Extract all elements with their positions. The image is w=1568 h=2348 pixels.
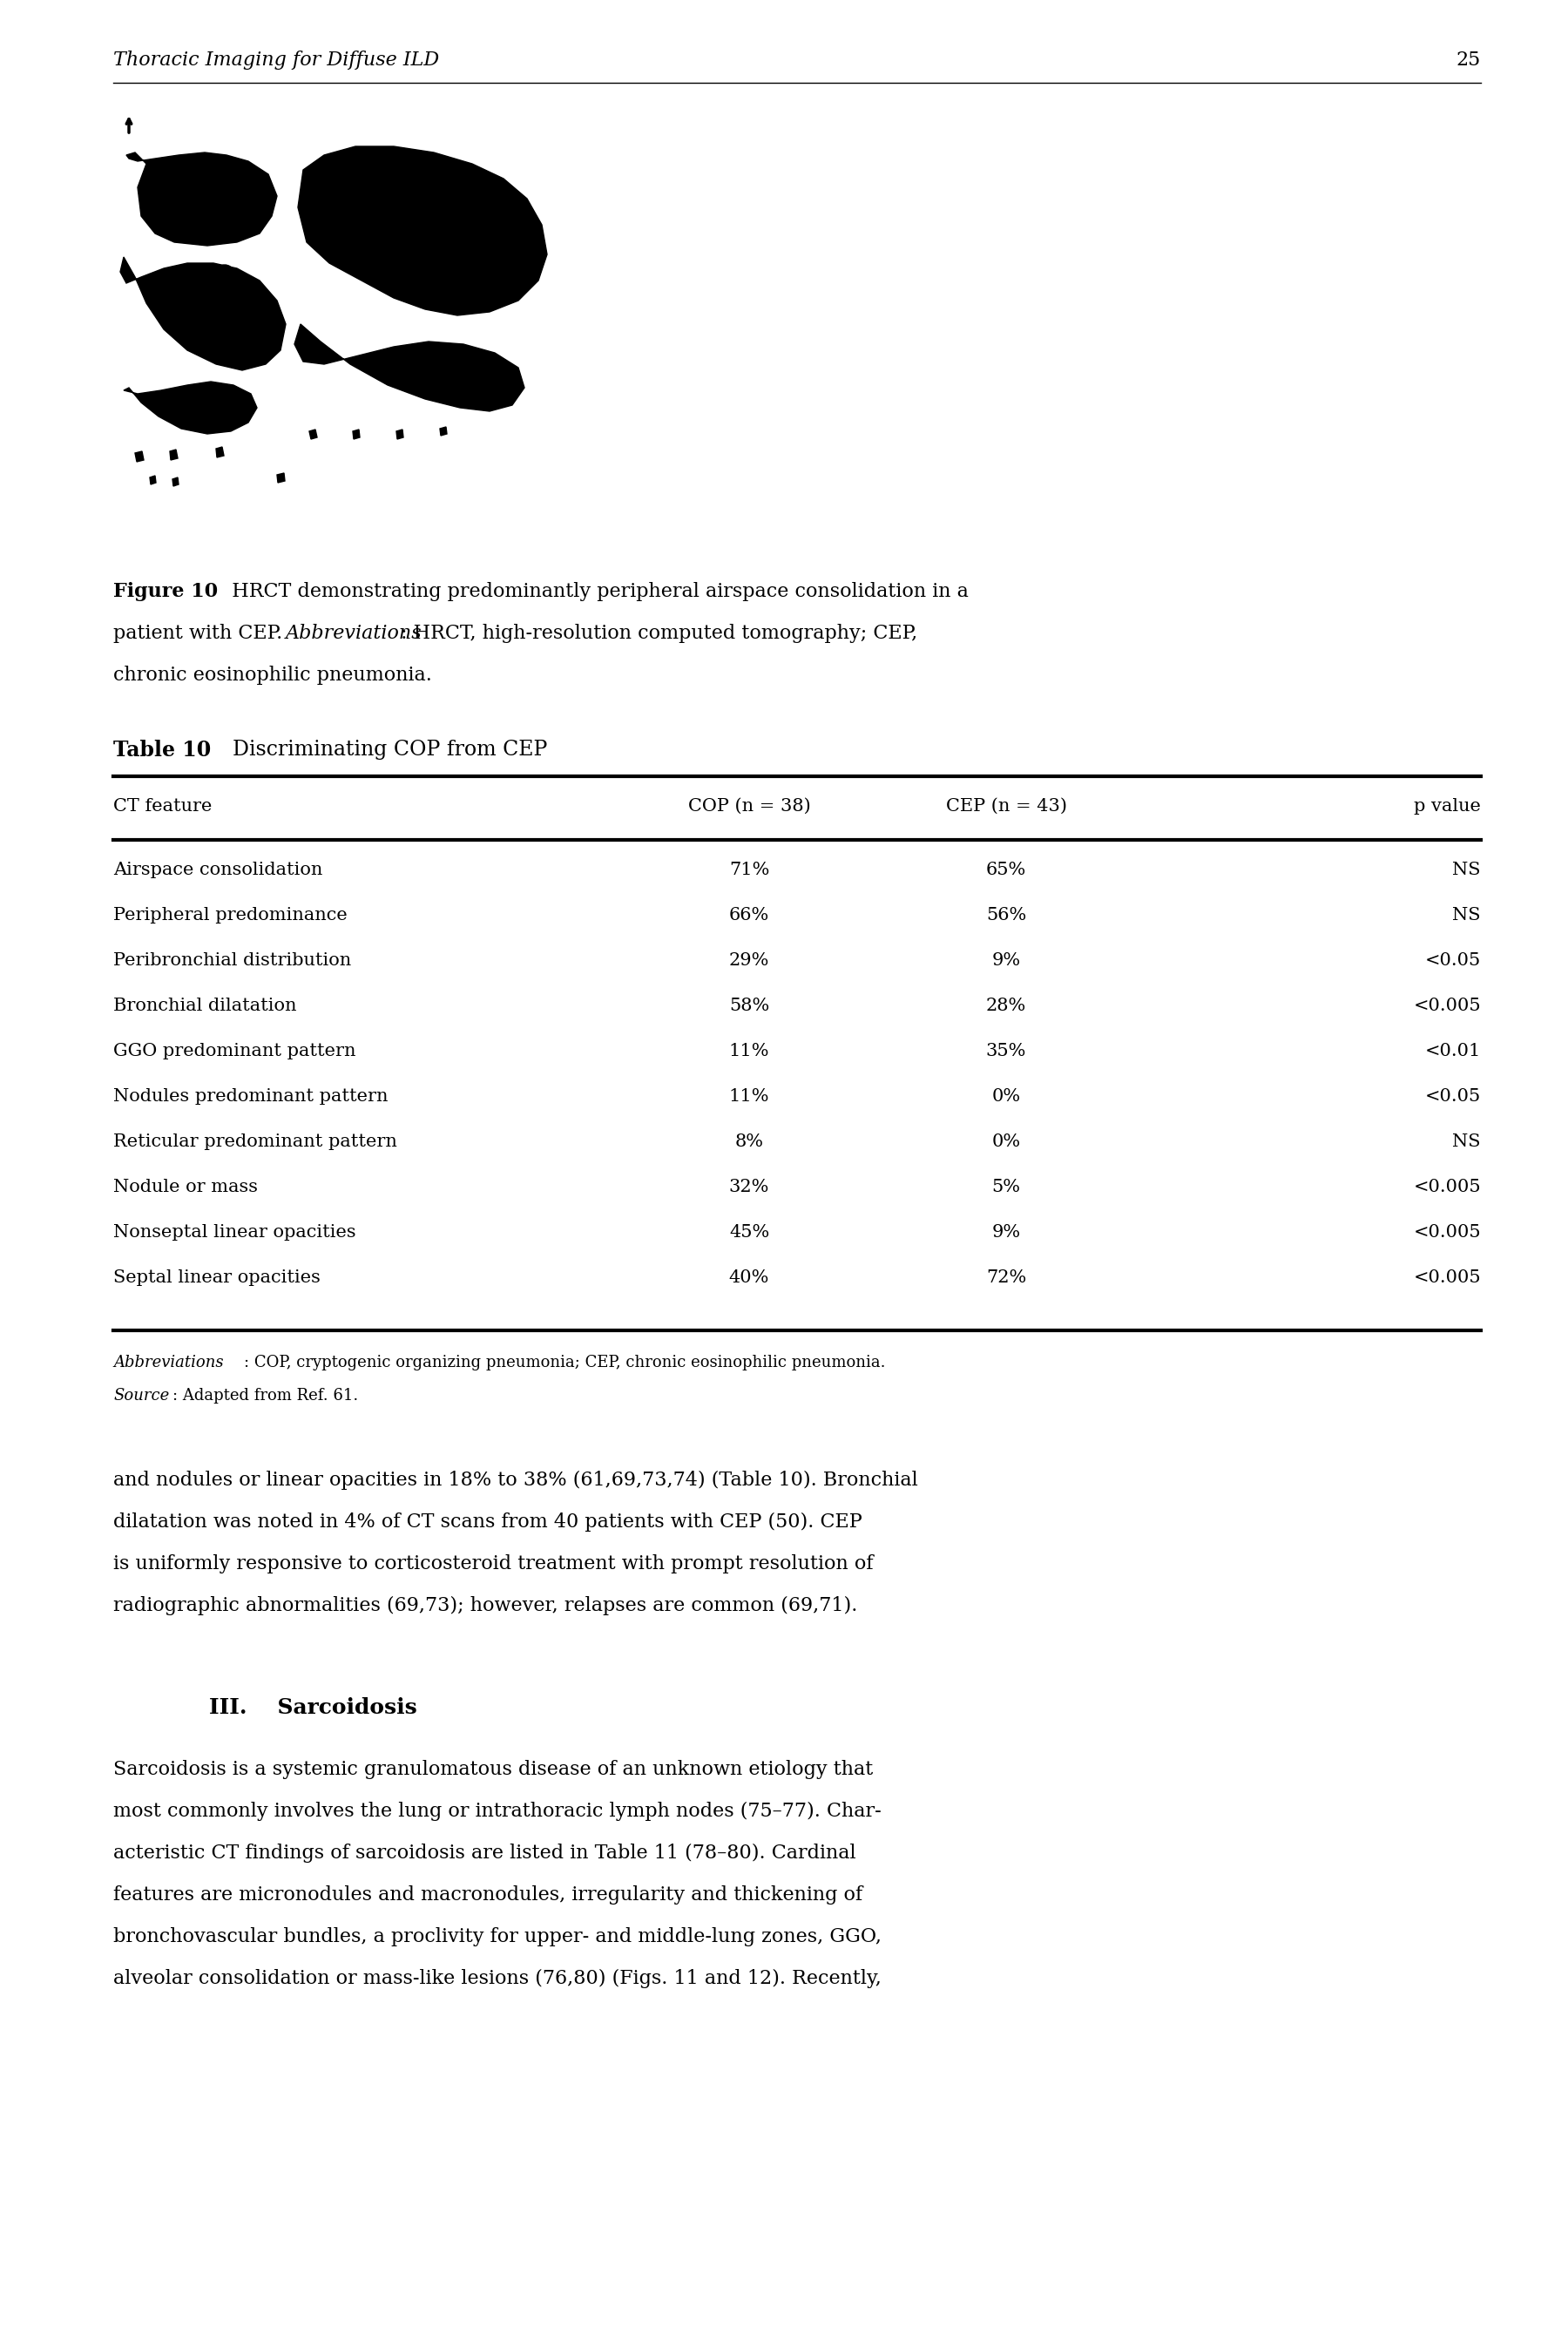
Text: alveolar consolidation or mass-like lesions (76,80) (Figs. 11 and 12). Recently,: alveolar consolidation or mass-like lesi… (113, 1970, 881, 1989)
Text: NS: NS (1452, 1134, 1480, 1151)
Text: radiographic abnormalities (69,73); however, relapses are common (69,71).: radiographic abnormalities (69,73); howe… (113, 1597, 858, 1615)
Text: III.    Sarcoidosis: III. Sarcoidosis (209, 1698, 417, 1719)
Text: Reticular predominant pattern: Reticular predominant pattern (113, 1134, 397, 1151)
Polygon shape (353, 430, 359, 439)
Text: 35%: 35% (986, 1043, 1027, 1059)
Polygon shape (441, 427, 447, 437)
Text: 32%: 32% (729, 1179, 770, 1195)
Text: 71%: 71% (729, 862, 770, 878)
Text: 65%: 65% (986, 862, 1027, 878)
Text: 45%: 45% (729, 1223, 770, 1240)
Text: Sarcoidosis is a systemic granulomatous disease of an unknown etiology that: Sarcoidosis is a systemic granulomatous … (113, 1761, 873, 1780)
Text: bronchovascular bundles, a proclivity for upper- and middle-lung zones, GGO,: bronchovascular bundles, a proclivity fo… (113, 1928, 881, 1946)
Polygon shape (127, 153, 278, 247)
Text: <0.05: <0.05 (1425, 1087, 1480, 1106)
Text: <0.01: <0.01 (1425, 1043, 1480, 1059)
Text: 58%: 58% (729, 998, 770, 1014)
Text: chronic eosinophilic pneumonia.: chronic eosinophilic pneumonia. (113, 664, 431, 686)
Text: NS: NS (1452, 862, 1480, 878)
Text: and nodules or linear opacities in 18% to 38% (61,69,73,74) (Table 10). Bronchia: and nodules or linear opacities in 18% t… (113, 1470, 917, 1491)
Text: most commonly involves the lung or intrathoracic lymph nodes (75–77). Char-: most commonly involves the lung or intra… (113, 1801, 881, 1822)
Text: Nodules predominant pattern: Nodules predominant pattern (113, 1087, 389, 1106)
Text: 11%: 11% (729, 1087, 770, 1106)
Polygon shape (121, 256, 285, 371)
Text: Abbreviations: Abbreviations (285, 625, 422, 643)
Text: features are micronodules and macronodules, irregularity and thickening of: features are micronodules and macronodul… (113, 1885, 862, 1904)
Text: 40%: 40% (729, 1270, 770, 1287)
Polygon shape (169, 448, 177, 460)
Text: Peribronchial distribution: Peribronchial distribution (113, 953, 351, 970)
Text: acteristic CT findings of sarcoidosis are listed in Table 11 (78–80). Cardinal: acteristic CT findings of sarcoidosis ar… (113, 1843, 856, 1862)
Polygon shape (172, 477, 179, 486)
Text: Abbreviations: Abbreviations (113, 1355, 224, 1371)
Polygon shape (124, 383, 257, 434)
Text: <0.005: <0.005 (1413, 1223, 1480, 1240)
Text: : COP, cryptogenic organizing pneumonia; CEP, chronic eosinophilic pneumonia.: : COP, cryptogenic organizing pneumonia;… (245, 1355, 886, 1371)
Polygon shape (298, 146, 547, 315)
Polygon shape (278, 472, 285, 484)
Polygon shape (135, 451, 144, 463)
Text: dilatation was noted in 4% of CT scans from 40 patients with CEP (50). CEP: dilatation was noted in 4% of CT scans f… (113, 1512, 862, 1531)
Ellipse shape (210, 265, 238, 308)
Text: Airspace consolidation: Airspace consolidation (113, 862, 323, 878)
Text: Peripheral predominance: Peripheral predominance (113, 906, 348, 923)
Text: Source: Source (113, 1388, 169, 1404)
Text: patient with CEP.: patient with CEP. (113, 625, 289, 643)
Text: Table 10: Table 10 (113, 740, 212, 761)
Text: 11%: 11% (729, 1043, 770, 1059)
Text: 8%: 8% (735, 1134, 764, 1151)
Text: <0.005: <0.005 (1413, 1179, 1480, 1195)
Text: 0%: 0% (991, 1134, 1021, 1151)
Text: 5%: 5% (991, 1179, 1021, 1195)
Text: 9%: 9% (991, 953, 1021, 970)
Text: p value: p value (1414, 798, 1480, 815)
Text: GGO predominant pattern: GGO predominant pattern (113, 1043, 356, 1059)
Polygon shape (397, 430, 403, 439)
Text: CT feature: CT feature (113, 798, 212, 815)
Polygon shape (151, 477, 155, 484)
Text: 72%: 72% (986, 1270, 1027, 1287)
Text: <0.005: <0.005 (1413, 1270, 1480, 1287)
Text: NS: NS (1452, 906, 1480, 923)
Text: 0%: 0% (991, 1087, 1021, 1106)
Text: HRCT demonstrating predominantly peripheral airspace consolidation in a: HRCT demonstrating predominantly periphe… (220, 582, 969, 601)
Text: Thoracic Imaging for Diffuse ILD: Thoracic Imaging for Diffuse ILD (113, 52, 439, 70)
Text: Bronchial dilatation: Bronchial dilatation (113, 998, 296, 1014)
Text: Nonseptal linear opacities: Nonseptal linear opacities (113, 1223, 356, 1240)
Text: Septal linear opacities: Septal linear opacities (113, 1270, 320, 1287)
Text: : HRCT, high-resolution computed tomography; CEP,: : HRCT, high-resolution computed tomogra… (401, 625, 917, 643)
Text: 29%: 29% (729, 953, 770, 970)
Text: COP (n = 38): COP (n = 38) (688, 798, 811, 815)
Text: <0.005: <0.005 (1413, 998, 1480, 1014)
Polygon shape (216, 446, 224, 458)
Text: 25: 25 (1457, 52, 1480, 70)
Text: Figure 10: Figure 10 (113, 582, 218, 601)
Text: Discriminating COP from CEP: Discriminating COP from CEP (220, 740, 547, 761)
Text: 9%: 9% (991, 1223, 1021, 1240)
Text: 28%: 28% (986, 998, 1027, 1014)
Text: 56%: 56% (986, 906, 1027, 923)
Text: CEP (n = 43): CEP (n = 43) (946, 798, 1066, 815)
Text: is uniformly responsive to corticosteroid treatment with prompt resolution of: is uniformly responsive to corticosteroi… (113, 1554, 873, 1573)
Text: : Adapted from Ref. 61.: : Adapted from Ref. 61. (172, 1388, 358, 1404)
Polygon shape (295, 324, 524, 411)
Text: <0.05: <0.05 (1425, 953, 1480, 970)
Text: 66%: 66% (729, 906, 770, 923)
Polygon shape (309, 430, 317, 439)
Text: Nodule or mass: Nodule or mass (113, 1179, 257, 1195)
